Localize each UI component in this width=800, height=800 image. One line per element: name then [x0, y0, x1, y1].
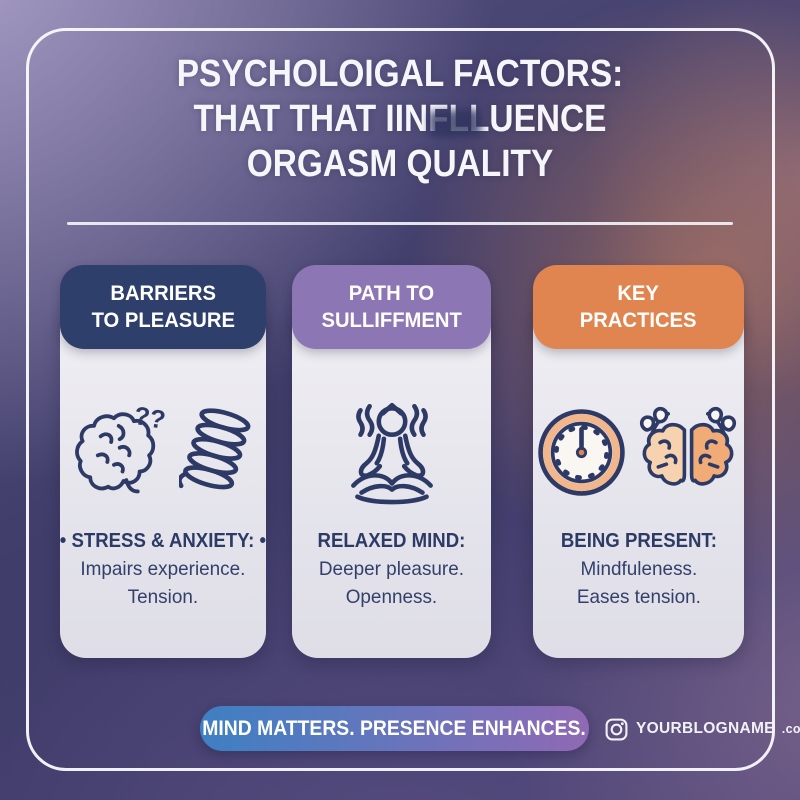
card-path-icons [331, 391, 453, 513]
svg-text:??: ?? [132, 405, 168, 435]
card-practices-body: BEING PRESENT: Mindfuleness. Eases tensi… [533, 299, 744, 658]
title-line-1: PSYCHOLOIGAL FACTORS: [176, 53, 624, 95]
clock-icon [535, 406, 628, 499]
card-path-header: PATH TO SULLIFFMENT [292, 265, 491, 349]
card-path-header-line: SULLIFFMENT [321, 308, 462, 332]
card-barriers-line: Impairs experience. [80, 558, 246, 580]
blog-name-suffix: .com [781, 722, 800, 736]
card-path-text: RELAXED MIND: Deeper pleasure. Openness. [312, 527, 471, 611]
card-practices-header-line: KEY [617, 281, 660, 305]
card-path-line: Openness. [345, 586, 438, 608]
card-barriers-header-line: TO PLEASURE [91, 308, 235, 332]
spring-coil-icon [179, 403, 253, 501]
title-line-3: ORGASM QUALITY [246, 143, 554, 185]
card-barriers-icons: ?? [73, 391, 253, 513]
meditation-icon [331, 394, 453, 511]
card-path: RELAXED MIND: Deeper pleasure. Openness.… [292, 265, 491, 658]
card-barriers-heading: • STRESS & ANXIETY: • [59, 530, 267, 552]
card-practices-line: Eases tension. [576, 586, 701, 608]
card-path-heading: RELAXED MIND: [317, 530, 466, 552]
card-barriers-line: Tension. [127, 586, 199, 608]
card-barriers-text: • STRESS & ANXIETY: • Impairs experience… [52, 527, 274, 611]
card-barriers: ?? [60, 265, 266, 658]
card-path-header-line: PATH TO [348, 281, 435, 305]
page-title: PSYCHOLOIGAL FACTORS: THAT THAT IINFLLUE… [0, 52, 800, 187]
card-practices-line: Mindfuleness. [580, 558, 697, 580]
card-practices-text: BEING PRESENT: Mindfuleness. Eases tensi… [555, 527, 723, 611]
title-divider [67, 222, 733, 225]
card-barriers-body: ?? [60, 299, 266, 658]
footer-tagline: MIND MATTERS. PRESENCE ENHANCES. [202, 716, 587, 740]
footer-pill: MIND MATTERS. PRESENCE ENHANCES. [200, 706, 589, 751]
title-line-2: THAT THAT IINFLLUENCE [193, 98, 607, 140]
glitch-smudge [428, 109, 482, 138]
card-practices-icons [535, 391, 742, 513]
card-barriers-header: BARRIERS TO PLEASURE [60, 265, 266, 349]
card-path-body: RELAXED MIND: Deeper pleasure. Openness. [292, 299, 491, 658]
card-practices-heading: BEING PRESENT: [560, 530, 717, 552]
instagram-icon [604, 717, 629, 742]
card-practices-header-line: PRACTICES [580, 308, 697, 332]
brain-growth-icon [634, 403, 742, 502]
rounded-frame-border [26, 28, 775, 771]
card-path-line: Deeper pleasure. [318, 558, 465, 580]
card-barriers-header-line: BARRIERS [110, 281, 216, 305]
card-practices: BEING PRESENT: Mindfuleness. Eases tensi… [533, 265, 744, 658]
card-practices-header: KEY PRACTICES [533, 265, 744, 349]
brain-question-icon: ?? [73, 405, 173, 500]
footer-handle: YOURBLOGNAME .com [604, 714, 800, 744]
blog-name: YOURBLOGNAME [636, 720, 775, 737]
